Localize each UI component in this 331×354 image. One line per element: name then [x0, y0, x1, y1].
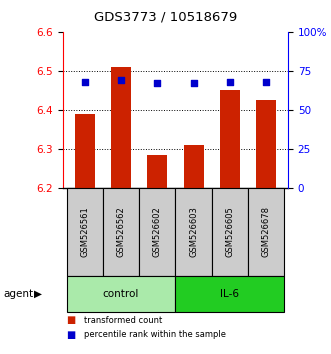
Bar — [67, 188, 103, 276]
Text: IL-6: IL-6 — [220, 289, 239, 299]
Point — [227, 79, 233, 85]
Bar — [139, 188, 175, 276]
Text: agent: agent — [3, 289, 33, 299]
Bar — [75, 114, 95, 188]
Text: ▶: ▶ — [34, 289, 42, 299]
Bar — [175, 188, 212, 276]
Text: ■: ■ — [66, 330, 75, 339]
Bar — [111, 67, 131, 188]
Bar — [220, 90, 240, 188]
Text: GSM526602: GSM526602 — [153, 206, 162, 257]
Text: ■: ■ — [66, 315, 75, 325]
Text: transformed count: transformed count — [84, 316, 163, 325]
Bar — [248, 188, 284, 276]
Point — [82, 79, 87, 85]
Text: percentile rank within the sample: percentile rank within the sample — [84, 330, 226, 339]
Bar — [103, 188, 139, 276]
Bar — [256, 100, 276, 188]
Bar — [147, 154, 167, 188]
Bar — [212, 188, 248, 276]
Text: GSM526561: GSM526561 — [80, 206, 89, 257]
Point — [263, 79, 269, 85]
Text: GDS3773 / 10518679: GDS3773 / 10518679 — [94, 10, 237, 23]
Bar — [175, 276, 284, 312]
Bar — [67, 276, 175, 312]
Text: GSM526603: GSM526603 — [189, 206, 198, 257]
Point — [155, 80, 160, 86]
Text: GSM526605: GSM526605 — [225, 206, 234, 257]
Point — [118, 77, 123, 83]
Point — [191, 80, 196, 86]
Text: GSM526678: GSM526678 — [262, 206, 271, 257]
Bar — [184, 145, 204, 188]
Text: GSM526562: GSM526562 — [117, 206, 125, 257]
Text: control: control — [103, 289, 139, 299]
